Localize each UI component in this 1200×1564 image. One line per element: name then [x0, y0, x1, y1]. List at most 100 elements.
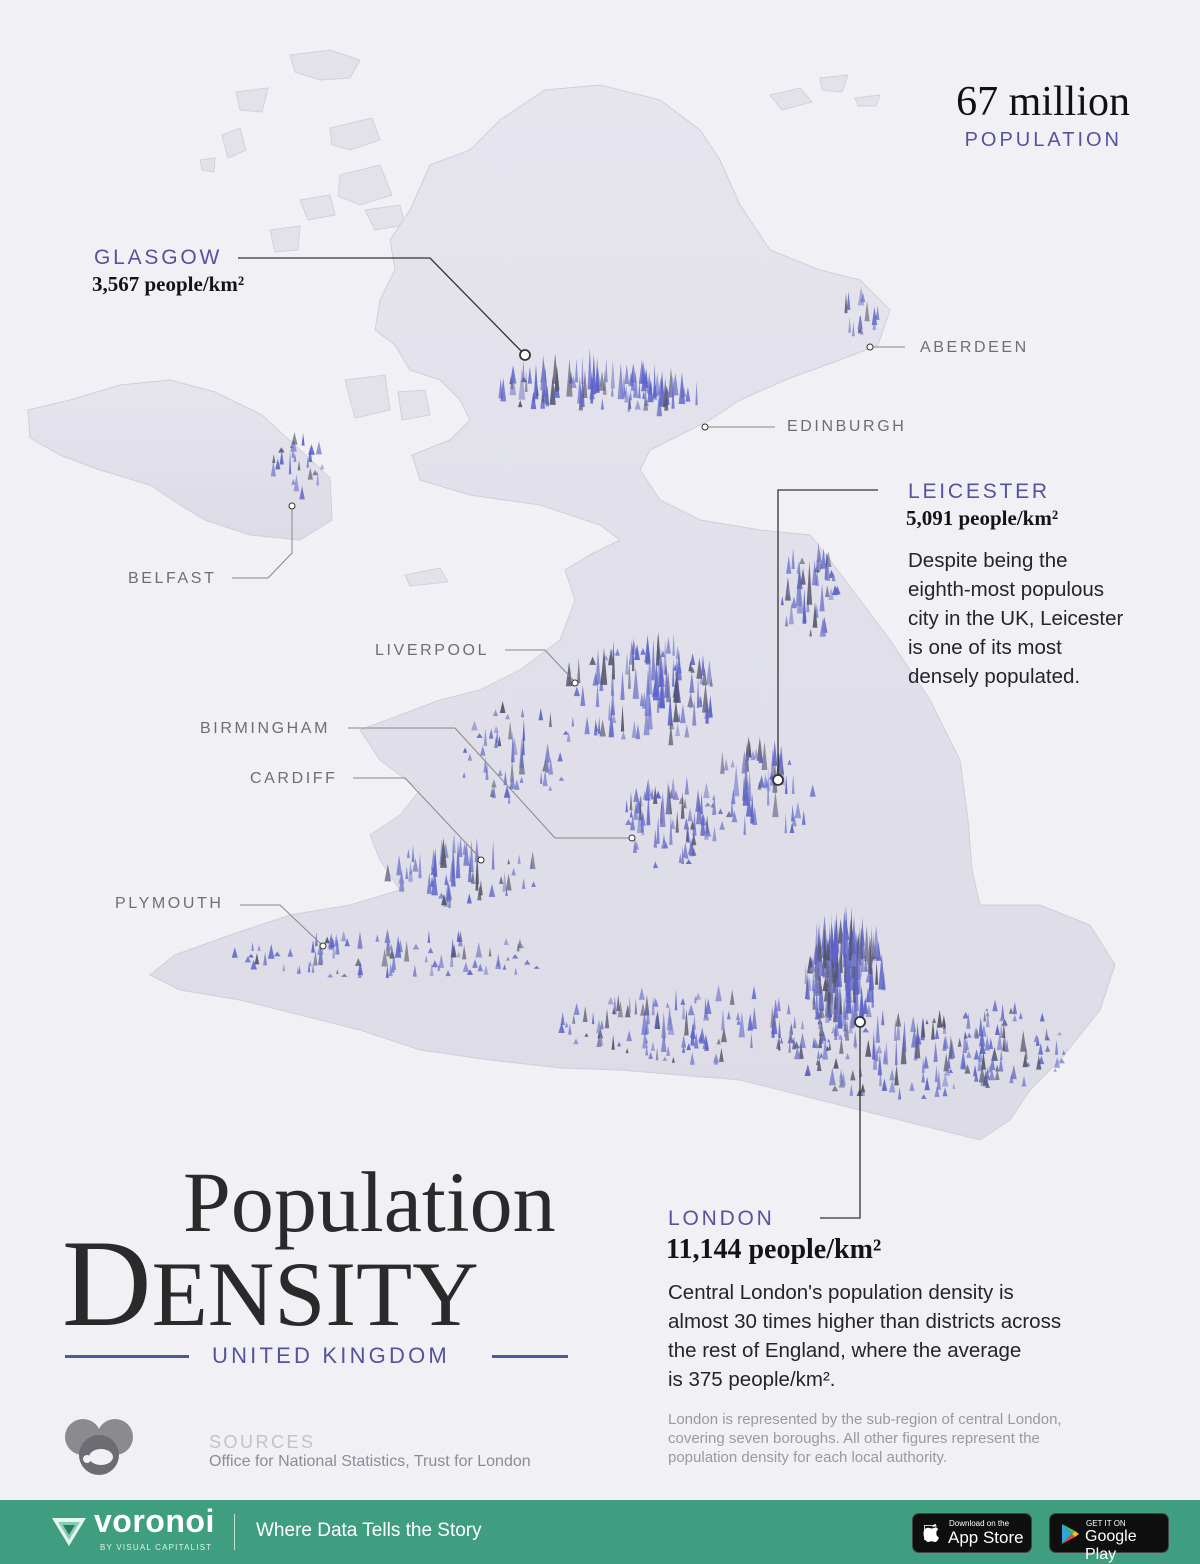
density-spike [615, 648, 620, 656]
density-spike [250, 959, 257, 970]
density-spike [788, 602, 794, 625]
density-spike [427, 930, 431, 943]
density-spike [824, 585, 830, 598]
density-spike [855, 947, 859, 980]
density-spike [828, 1067, 836, 1086]
density-spike [595, 357, 600, 393]
density-spike [565, 661, 573, 687]
density-spike [678, 853, 682, 863]
density-spike [894, 1064, 899, 1086]
density-spike [568, 1023, 572, 1035]
density-spike [658, 659, 665, 688]
density-spike [848, 1017, 853, 1034]
density-spike [671, 657, 675, 687]
birmingham-label: BIRMINGHAM [200, 720, 330, 737]
density-spike [462, 772, 466, 778]
density-spike [673, 700, 679, 723]
density-spike [644, 778, 652, 797]
density-spike [424, 955, 428, 963]
density-spike [889, 1068, 895, 1081]
density-spike [1058, 1057, 1065, 1064]
density-spike [815, 942, 819, 963]
density-spike [624, 819, 632, 826]
density-spike [893, 1018, 897, 1041]
density-spike [849, 1083, 854, 1096]
voronoi-logo-icon[interactable] [48, 1510, 90, 1552]
density-spike [632, 667, 640, 699]
density-spike [952, 1082, 956, 1090]
density-spike [598, 1031, 603, 1046]
app-store-button[interactable]:  Download on the App Store [912, 1513, 1032, 1553]
density-spike [881, 1078, 888, 1091]
density-spike [327, 973, 334, 978]
density-spike [772, 998, 779, 1019]
density-spike [977, 1056, 982, 1072]
density-spike [758, 753, 764, 764]
density-spike [483, 964, 489, 975]
density-spike [985, 1007, 989, 1011]
density-spike [788, 1037, 791, 1053]
density-spike [790, 804, 795, 822]
density-spike [573, 686, 581, 697]
density-spike [994, 1069, 1000, 1081]
density-spike [451, 836, 455, 878]
density-spike [324, 936, 330, 944]
google-play-button[interactable]: GET IT ON Google Play [1049, 1513, 1169, 1563]
density-spike [633, 802, 639, 820]
density-spike [620, 731, 626, 740]
density-spike [638, 380, 641, 399]
density-spike [389, 943, 394, 951]
density-spike [800, 568, 806, 585]
voronoi-brand[interactable]: voronoi [94, 1503, 215, 1539]
density-spike [462, 961, 469, 972]
density-spike [544, 384, 550, 405]
density-spike [876, 1045, 883, 1054]
density-spike [941, 1073, 949, 1087]
density-spike [657, 377, 664, 395]
density-spike [965, 1050, 972, 1058]
density-spike [483, 756, 488, 773]
density-spike [671, 384, 675, 409]
density-spike [632, 837, 637, 853]
density-spike [816, 1057, 822, 1072]
density-spike [806, 561, 813, 605]
density-spike [644, 1038, 649, 1044]
density-spike [580, 685, 586, 707]
density-spike [394, 935, 402, 958]
density-spike [816, 1058, 819, 1066]
app-store-small-text: Download on the [949, 1519, 1010, 1528]
density-spike [636, 804, 642, 833]
density-spike [638, 987, 645, 1000]
density-spike [669, 813, 673, 845]
density-spike [680, 703, 686, 724]
density-spike [843, 1024, 847, 1037]
density-spike [814, 948, 820, 983]
density-spike [497, 735, 502, 747]
density-spike [665, 386, 669, 395]
density-spike [943, 1021, 946, 1029]
density-spike [979, 1042, 986, 1055]
density-spike [875, 960, 879, 985]
density-spike [445, 970, 451, 977]
density-spike [692, 700, 697, 726]
density-spike [834, 987, 840, 1021]
density-spike [502, 964, 507, 970]
density-spike [663, 638, 668, 674]
density-spike [511, 954, 519, 959]
density-spike [384, 864, 392, 882]
density-spike [668, 722, 674, 746]
density-spike [778, 1019, 781, 1039]
density-spike [696, 657, 703, 679]
density-spike [841, 1071, 846, 1086]
density-spike [293, 474, 300, 492]
density-spike [674, 988, 678, 1011]
density-spike [527, 366, 533, 384]
density-spike [804, 963, 808, 985]
density-spike [848, 316, 852, 333]
density-spike [656, 815, 660, 844]
density-spike [941, 1014, 946, 1027]
density-spike [651, 680, 659, 698]
density-spike [318, 944, 324, 964]
density-spike [844, 292, 848, 314]
density-spike [572, 1014, 576, 1024]
